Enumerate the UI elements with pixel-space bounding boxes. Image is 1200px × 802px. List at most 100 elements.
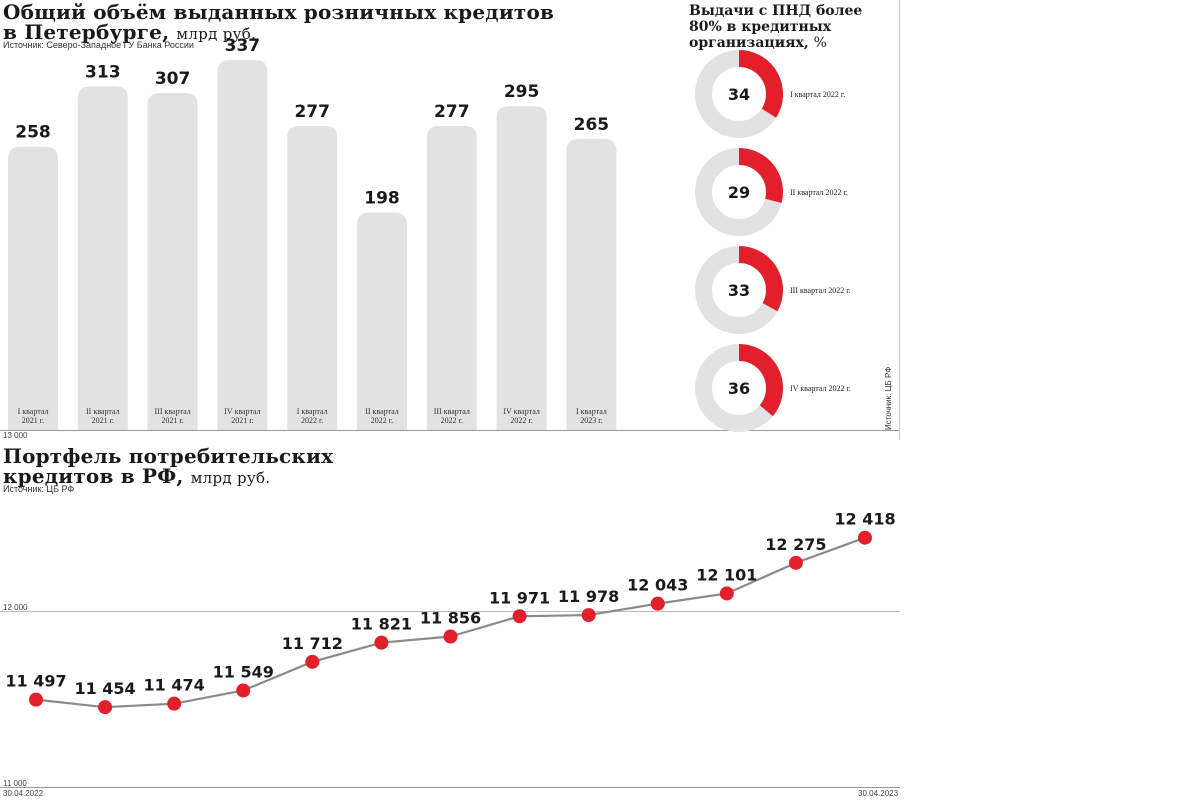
donut-title-unit: %	[813, 35, 827, 51]
bar-value-label-8: 295	[504, 82, 540, 102]
bar-category-label-4-1: IV квартал	[224, 407, 261, 416]
line-point-8	[512, 609, 527, 624]
donut-segment-4	[695, 344, 783, 432]
bar-chart-baseline	[0, 430, 899, 431]
line-value-label-4: 11 549	[213, 662, 274, 681]
bar-value-label-9: 265	[574, 115, 610, 135]
line-chart-unit: млрд руб.	[190, 469, 271, 487]
line-value-label-12: 12 275	[765, 535, 826, 554]
line-value-label-11: 12 101	[696, 565, 757, 584]
bar-chart-unit: млрд руб.	[176, 25, 257, 43]
bar-3	[147, 92, 198, 430]
bar-8	[496, 106, 547, 430]
bar-category-label-7-1: III квартал	[434, 407, 470, 416]
bar-category-label-4-2: 2021 г.	[231, 416, 253, 425]
bar-category-label-7-2: 2022 г.	[441, 416, 463, 425]
bar-5	[287, 125, 338, 430]
line-point-4	[236, 683, 251, 698]
bar-category-label-9-2: 2023 г.	[580, 416, 602, 425]
donut-charts: 34 I квартал 2022 г. 29 II квартал 2022 г. 3…	[695, 50, 851, 432]
line-chart-x-start: 30.04.2022	[3, 789, 44, 798]
bar-chart-baseline-label: 13 000	[3, 431, 28, 440]
line-point-12	[788, 555, 803, 570]
line-point-3	[167, 696, 182, 711]
bar-category-label-8-2: 2022 г.	[510, 416, 532, 425]
bar-category-label-2-1: II квартал	[86, 407, 120, 416]
donut-value-2: 29	[728, 183, 750, 202]
bar-category-label-3-1: III квартал	[154, 407, 190, 416]
donut-value-4: 36	[728, 379, 750, 398]
line-value-label-2: 11 454	[74, 679, 135, 698]
line-chart-baseline	[0, 787, 900, 788]
bar-value-label-2: 313	[85, 62, 121, 82]
bar-chart-title-line2: в Петербурге,	[3, 20, 170, 44]
donut-segment-2	[695, 148, 783, 236]
bar-value-label-3: 307	[155, 69, 191, 89]
line-chart-ytick-12000: 12 000	[3, 603, 28, 612]
bar-category-label-5-1: I квартал	[297, 407, 328, 416]
bar-value-label-5: 277	[294, 102, 330, 122]
line-point-6	[374, 635, 389, 650]
line-value-label-5: 11 712	[282, 634, 343, 653]
line-chart-x-end: 30.04.2023	[858, 789, 899, 798]
donut-segment-3	[695, 246, 783, 334]
line-chart-gridline-12000	[0, 611, 900, 612]
donut-segment-1	[695, 50, 783, 138]
donut-source: Источник: ЦБ РФ	[884, 366, 893, 430]
line-point-13	[858, 530, 872, 545]
line-point-11	[719, 586, 734, 601]
bar-value-label-6: 198	[364, 189, 400, 209]
bar-category-label-6-2: 2022 г.	[371, 416, 393, 425]
line-chart-source: Источник: ЦБ РФ	[3, 484, 75, 494]
line-value-label-1: 11 497	[5, 672, 66, 691]
bar-7	[426, 125, 477, 430]
line-value-label-9: 11 978	[558, 587, 619, 606]
donut-label-2: II квартал 2022 г.	[790, 188, 848, 197]
bar-category-label-9-1: I квартал	[576, 407, 607, 416]
donut-label-1: I квартал 2022 г.	[790, 90, 845, 99]
donut-title-line1: Выдачи с ПНД более	[689, 3, 863, 19]
line-point-9	[581, 608, 596, 623]
bar-6	[357, 212, 407, 430]
line-point-5	[305, 654, 320, 669]
line-point-2	[98, 700, 113, 715]
bar-value-label-1: 258	[15, 123, 51, 143]
line-value-label-7: 11 856	[420, 609, 481, 628]
divider-vertical	[899, 0, 900, 440]
line-point-1	[29, 692, 43, 707]
bar-1	[8, 146, 58, 430]
donut-value-1: 34	[728, 85, 750, 104]
donut-value-3: 33	[728, 281, 750, 300]
line-chart-title: Портфель потребительских кредитов в РФ, …	[3, 446, 333, 488]
bar-category-label-2-2: 2021 г.	[92, 416, 114, 425]
line-point-7	[443, 629, 458, 644]
bar-4	[217, 60, 268, 430]
infographic: Общий объём выданных розничных кредитов …	[0, 0, 900, 798]
donut-title-line3: организациях,	[689, 35, 809, 51]
bar-category-label-6-1: II квартал	[365, 407, 399, 416]
bar-category-label-1-1: I квартал	[18, 407, 49, 416]
bar-9	[566, 139, 617, 430]
donut-label-3: III квартал 2022 г.	[790, 286, 851, 295]
bar-value-label-4: 337	[225, 36, 261, 56]
line-chart-ytick-11000: 11 000	[3, 779, 27, 788]
donut-label-4: IV квартал 2022 г.	[790, 384, 851, 393]
bar-category-label-3-2: 2021 г.	[161, 416, 183, 425]
line-value-label-13: 12 418	[834, 510, 895, 529]
line-value-label-8: 11 971	[489, 588, 550, 607]
line-chart-title-line2: кредитов в РФ,	[3, 464, 184, 488]
line-chart-title-line1: Портфель потребительских	[3, 444, 334, 468]
bar-chart-title: Общий объём выданных розничных кредитов …	[3, 2, 554, 44]
line-chart: 11 497 11 454 11 474 11 549 11 712 11 821 11 8…	[5, 510, 896, 715]
bar-category-label-1-2: 2021 г.	[22, 416, 44, 425]
donut-section-title: Выдачи с ПНД более 80% в кредитных орган…	[689, 3, 899, 51]
bar-chart-title-line1: Общий объём выданных розничных кредитов	[3, 0, 555, 24]
bar-category-label-8-1: IV квартал	[503, 407, 540, 416]
bar-chart-source: Источник: Северо-Западное ГУ Банка Росси…	[3, 40, 194, 50]
line-value-label-6: 11 821	[351, 615, 412, 634]
bar-category-label-5-2: 2022 г.	[301, 416, 323, 425]
bar-2	[77, 86, 128, 430]
line-value-label-10: 12 043	[627, 576, 688, 595]
donut-title-line2: 80% в кредитных	[689, 19, 832, 35]
